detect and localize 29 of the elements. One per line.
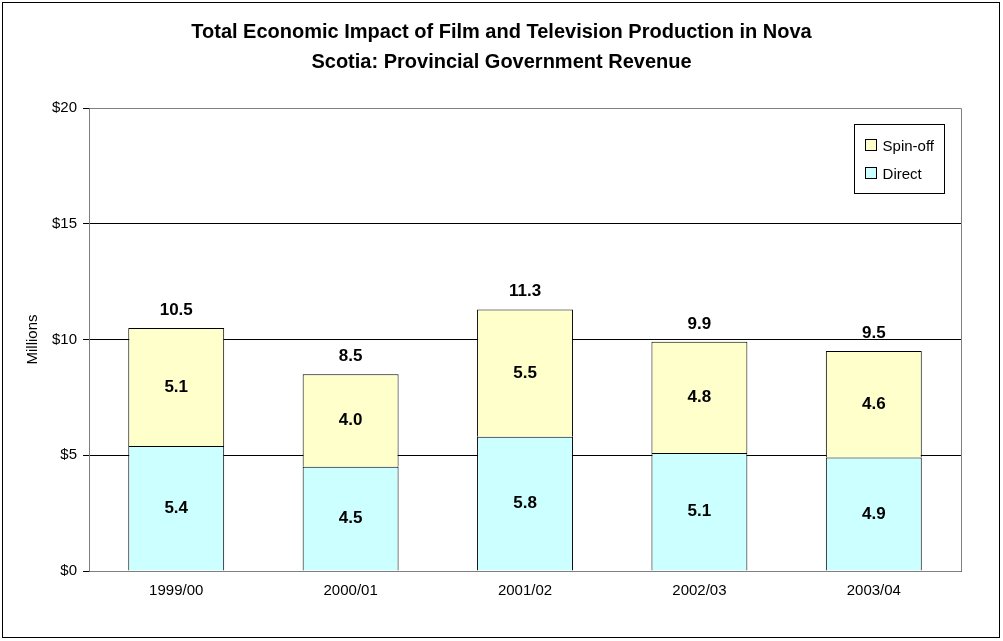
data-label: 5.4 — [164, 497, 189, 517]
total-label: 9.5 — [861, 322, 886, 342]
data-label: 5.5 — [513, 362, 537, 382]
chart-title: Total Economic Impact of Film and Television Production in Nova Scotia: Provincial Government Revenue — [190, 19, 813, 74]
y-tick-label: $15 — [52, 213, 78, 231]
y-axis-title: Millions — [23, 314, 41, 365]
x-tick-label: 2001/02 — [497, 581, 553, 599]
total-label: 11.3 — [508, 281, 542, 301]
x-tick-label: 1999/00 — [149, 581, 204, 599]
total-label: 10.5 — [159, 299, 193, 319]
data-label: 4.6 — [861, 394, 886, 414]
total-label: 9.9 — [687, 313, 712, 333]
y-tick-label: $10 — [52, 329, 78, 347]
x-tick-label: 2000/01 — [323, 581, 378, 599]
data-label: 5.8 — [513, 493, 537, 513]
y-tick-label: $5 — [60, 445, 78, 463]
data-label: 4.5 — [338, 508, 363, 528]
data-label: 4.0 — [338, 410, 363, 430]
y-tick-label: $0 — [60, 561, 78, 579]
total-label: 8.5 — [338, 345, 363, 365]
data-label: 4.9 — [861, 503, 886, 523]
data-label: 4.8 — [687, 387, 712, 407]
data-label: 5.1 — [164, 376, 189, 396]
legend-label: Direct — [882, 164, 922, 182]
x-tick-label: 2003/04 — [846, 581, 901, 599]
y-tick-label: $20 — [52, 98, 78, 116]
data-label: 5.1 — [687, 501, 712, 521]
x-tick-label: 2002/03 — [672, 581, 727, 599]
legend-label: Spin-off — [882, 136, 934, 154]
